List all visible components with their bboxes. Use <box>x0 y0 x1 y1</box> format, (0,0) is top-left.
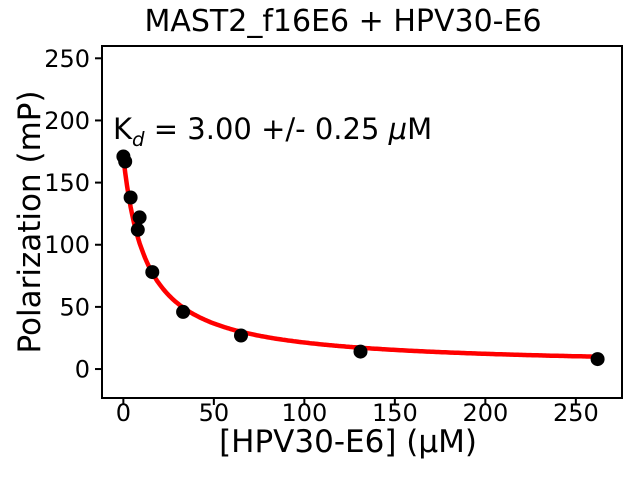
plot-spines <box>101 45 623 399</box>
x-tick-label: 50 <box>199 399 230 427</box>
kd-annotation-unit: M <box>407 112 433 146</box>
kd-annotation-value: = 3.00 +/- 0.25 <box>144 112 389 146</box>
fit-curve <box>121 155 602 359</box>
data-point <box>123 190 138 205</box>
x-axis-label: [HPV30-E6] (μM) <box>219 424 477 460</box>
data-point <box>130 222 145 237</box>
y-axis-label: Polarization (mP) <box>12 90 48 354</box>
x-tick-label: 100 <box>281 399 327 427</box>
data-point <box>353 344 368 359</box>
y-tick-label: 100 <box>44 231 90 259</box>
data-point <box>176 304 191 319</box>
kd-annotation-k: K <box>113 112 133 146</box>
data-point <box>132 210 147 225</box>
data-point <box>145 265 160 280</box>
chart-title: MAST2_f16E6 + HPV30-E6 <box>144 4 542 39</box>
y-tick-label: 250 <box>44 45 90 73</box>
x-tick-label: 200 <box>462 399 508 427</box>
y-tick-label: 150 <box>44 169 90 197</box>
y-tick-label: 50 <box>59 293 90 321</box>
data-point <box>234 328 248 343</box>
kd-annotation-mu: μ <box>388 112 408 146</box>
data-point <box>118 154 133 169</box>
x-tick-label: 250 <box>553 399 599 427</box>
x-tick-label: 0 <box>116 399 131 427</box>
data-point <box>590 352 605 367</box>
y-tick-label: 0 <box>75 356 90 384</box>
y-tick-label: 200 <box>44 107 90 135</box>
kd-annotation: Kd = 3.00 +/- 0.25 μM <box>113 112 432 157</box>
x-tick-label: 150 <box>372 399 418 427</box>
kd-annotation-subscript: d <box>132 127 145 151</box>
